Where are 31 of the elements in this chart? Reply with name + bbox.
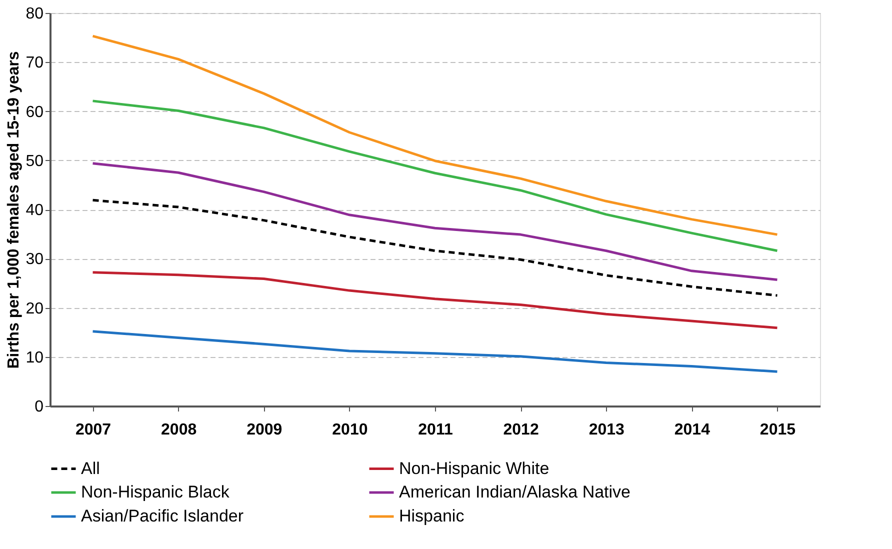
y-tick-label: 60: [26, 104, 44, 121]
y-tick-label: 70: [26, 54, 44, 72]
line-series: [92, 330, 778, 373]
line-series: [92, 162, 778, 281]
x-tick-label: 2013: [588, 422, 625, 438]
legend-label: Non-Hispanic White: [399, 458, 550, 478]
x-tick-label: 2015: [760, 422, 796, 438]
legend-label: All: [81, 458, 100, 478]
y-tick-label: 10: [26, 349, 44, 366]
y-tick-label: 30: [26, 251, 44, 268]
line-series: [92, 100, 778, 252]
x-tick-label: 2008: [161, 422, 197, 438]
legend-label: Hispanic: [399, 506, 465, 526]
y-tick-label: 20: [26, 300, 44, 318]
y-tick-label: 50: [26, 152, 44, 170]
y-tick-label: 0: [34, 398, 44, 416]
legend-label: Asian/Pacific Islander: [81, 506, 244, 526]
legend-label: American Indian/Alaska Native: [399, 482, 631, 502]
x-tick-label: 2010: [332, 422, 368, 438]
line-series: [92, 198, 778, 297]
x-tick-label: 2012: [503, 422, 539, 438]
y-axis-title: Births per 1,000 females aged 15-19 years: [6, 51, 23, 369]
x-tick-label: 2014: [674, 422, 710, 438]
y-tick-label: 40: [26, 202, 44, 219]
line-series: [92, 271, 778, 330]
x-tick-label: 2007: [75, 422, 112, 438]
y-tick-label: 80: [26, 6, 44, 22]
x-tick-label: 2009: [246, 422, 282, 438]
legend-label: Non-Hispanic Black: [81, 482, 230, 502]
line-series: [92, 34, 778, 236]
x-tick-label: 2011: [418, 422, 453, 438]
